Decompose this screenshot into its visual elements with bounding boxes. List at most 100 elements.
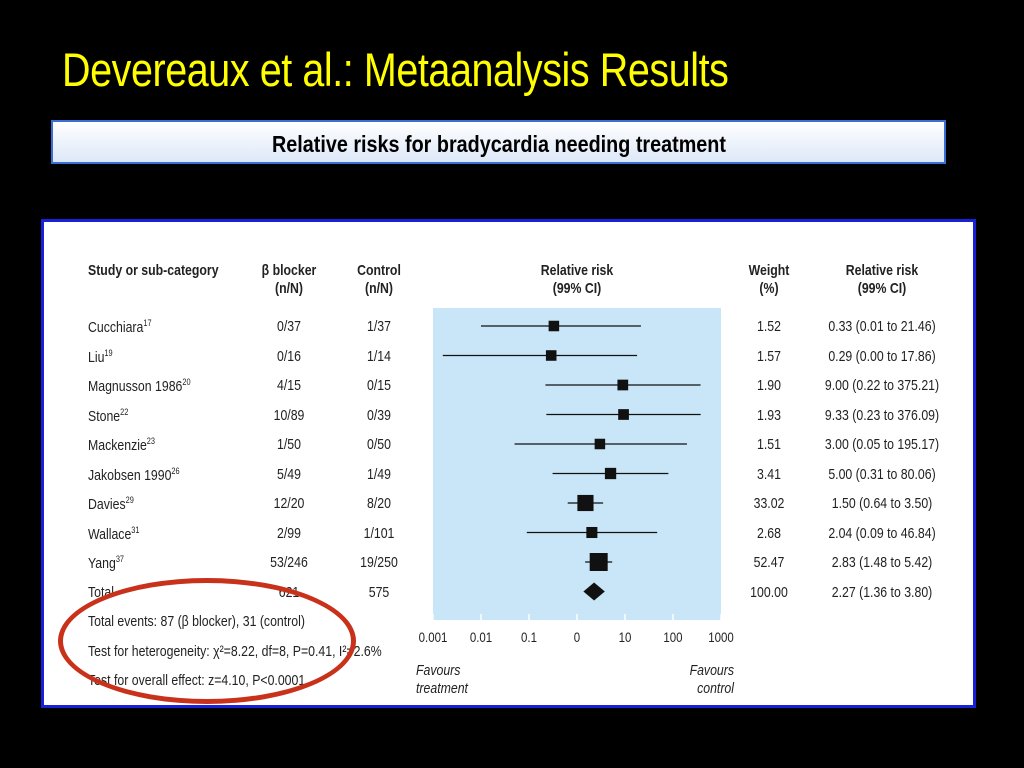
study-ref: 37	[115, 554, 125, 564]
x-tick-label: 0.001	[419, 629, 448, 645]
row-beta: 1/50	[277, 436, 301, 453]
header-weight: Weight	[748, 262, 790, 279]
x-tick-label: 0.01	[470, 629, 492, 645]
header-beta: β blocker	[261, 262, 317, 279]
row-rr: 2.04 (0.09 to 46.84)	[828, 524, 936, 542]
x-tick-label: 1000	[708, 629, 734, 645]
favours-control-l1: Favours	[689, 662, 734, 679]
header-study: Study or sub-category	[88, 262, 219, 279]
row-weight: 33.02	[753, 495, 785, 512]
study-name: Magnusson 1986	[88, 378, 183, 395]
study-name: Wallace	[88, 525, 132, 543]
point-estimate	[618, 409, 629, 420]
favours-control-l2: control	[697, 680, 734, 697]
study-ref: 20	[182, 377, 191, 387]
row-weight: 1.93	[757, 406, 781, 424]
row-beta: 0/37	[277, 318, 301, 335]
header-rr: Relative risk	[845, 262, 919, 279]
row-weight: 1.51	[757, 436, 781, 453]
subtitle-banner: Relative risks for bradycardia needing t…	[51, 120, 946, 164]
row-beta: 53/246	[270, 554, 308, 571]
total-rr: 2.27 (1.36 to 3.80)	[831, 584, 933, 601]
study-ref: 22	[120, 406, 129, 417]
row-beta: 10/89	[273, 406, 305, 424]
header-control-unit: (n/N)	[364, 280, 394, 297]
study-ref: 19	[104, 347, 113, 358]
row-study: Davies29	[88, 495, 134, 513]
row-beta: 12/20	[273, 495, 305, 512]
subtitle-text: Relative risks for bradycardia needing t…	[271, 131, 726, 157]
total-control: 575	[368, 584, 390, 601]
row-beta: 2/99	[277, 524, 301, 542]
study-name: Davies	[88, 496, 126, 513]
row-control: 1/49	[367, 465, 391, 483]
favours-treatment-l1: Favours	[416, 662, 461, 679]
row-control: 1/37	[367, 318, 391, 335]
header-plot-ci: (99% CI)	[552, 280, 602, 297]
header-beta-unit: (n/N)	[274, 280, 304, 297]
row-rr: 3.00 (0.05 to 195.17)	[824, 436, 940, 453]
row-beta: 4/15	[277, 377, 301, 394]
total-weight: 100.00	[750, 584, 788, 601]
row-weight: 1.57	[757, 347, 781, 365]
x-tick-label: 0	[574, 629, 580, 645]
point-estimate	[586, 526, 598, 539]
study-ref: 26	[171, 465, 180, 476]
row-control: 0/50	[367, 436, 391, 453]
forest-plot: 0.001 0.01 0.1 0 10 100 1000	[419, 308, 734, 645]
row-weight: 2.68	[757, 524, 781, 542]
study-name: Liu	[88, 348, 105, 366]
x-tick-label: 100	[663, 629, 682, 645]
header-weight-unit: (%)	[759, 280, 779, 297]
study-name: Yang	[88, 555, 116, 572]
row-weight: 1.90	[757, 377, 781, 394]
row-study: Jakobsen 199026	[88, 466, 180, 484]
header-rr-ci: (99% CI)	[857, 280, 907, 297]
row-control: 1/101	[363, 524, 395, 542]
study-name: Jakobsen 1990	[88, 466, 172, 484]
row-control: 8/20	[367, 495, 391, 512]
study-name: Cucchiara	[88, 319, 144, 336]
point-estimate	[594, 438, 606, 450]
row-study: Yang37	[88, 554, 124, 572]
highlight-oval	[58, 578, 356, 704]
total-diamond	[583, 582, 605, 601]
row-study: Liu19	[88, 348, 113, 366]
row-control: 0/15	[367, 377, 391, 394]
row-rr: 0.29 (0.00 to 17.86)	[828, 347, 936, 365]
row-control: 19/250	[360, 554, 398, 571]
x-tick-label: 10	[619, 629, 632, 645]
plot-background	[433, 308, 721, 620]
x-tick-label: 0.1	[521, 629, 537, 645]
row-study: Mackenzie23	[88, 436, 155, 454]
row-study: Wallace31	[88, 525, 140, 543]
point-estimate	[617, 379, 629, 391]
row-weight: 3.41	[757, 465, 781, 483]
point-estimate	[548, 320, 560, 332]
header-plot: Relative risk	[540, 262, 614, 279]
row-control: 0/39	[367, 406, 391, 424]
favours-treatment-l2: treatment	[416, 680, 468, 697]
point-estimate	[545, 350, 557, 361]
row-study: Magnusson 198620	[88, 377, 191, 395]
slide-title: Devereaux et al.: Metaanalysis Results	[62, 43, 729, 96]
row-beta: 5/49	[277, 465, 301, 483]
point-estimate	[589, 553, 608, 571]
study-ref: 31	[131, 524, 140, 535]
row-weight: 52.47	[753, 554, 785, 571]
row-study: Cucchiara17	[88, 318, 152, 336]
row-rr: 2.83 (1.48 to 5.42)	[831, 554, 933, 571]
study-ref: 23	[146, 436, 156, 446]
study-ref: 17	[143, 318, 152, 328]
row-rr: 9.00 (0.22 to 375.21)	[824, 377, 940, 394]
row-control: 1/14	[367, 347, 391, 365]
point-estimate	[604, 467, 617, 480]
header-control: Control	[357, 262, 401, 279]
row-rr: 1.50 (0.64 to 3.50)	[831, 495, 933, 512]
point-estimate	[577, 494, 594, 512]
row-beta: 0/16	[277, 347, 301, 365]
study-ref: 29	[125, 495, 134, 505]
row-rr: 5.00 (0.31 to 80.06)	[828, 465, 936, 483]
row-rr: 0.33 (0.01 to 21.46)	[828, 318, 936, 335]
row-rr: 9.33 (0.23 to 376.09)	[824, 406, 940, 424]
